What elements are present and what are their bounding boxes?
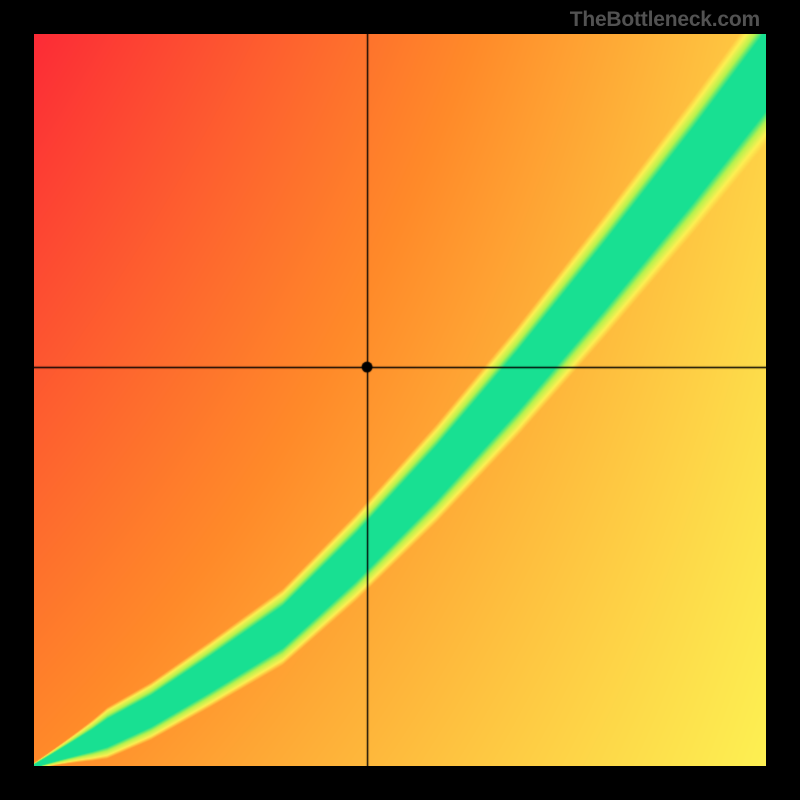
heatmap-canvas (34, 34, 766, 766)
watermark-text: TheBottleneck.com (570, 8, 760, 32)
chart-container: TheBottleneck.com (0, 0, 800, 800)
heatmap-plot (34, 34, 766, 766)
